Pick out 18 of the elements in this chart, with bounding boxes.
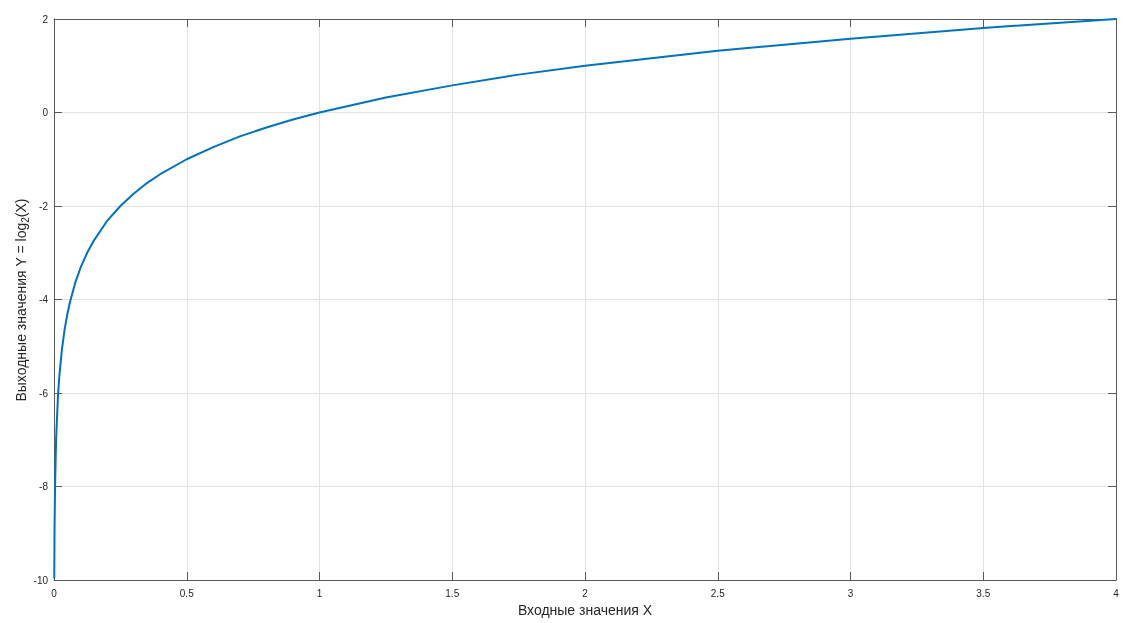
x-axis-title: Входные значения X bbox=[517, 601, 653, 618]
x-tick-label: 0 bbox=[51, 587, 58, 599]
y-tick-label: -2 bbox=[39, 200, 49, 212]
x-tick-label: 2.5 bbox=[710, 587, 726, 599]
y-tick-label: -6 bbox=[39, 387, 49, 399]
y-tick-label: 0 bbox=[42, 107, 49, 118]
x-tick-label: 2 bbox=[582, 587, 589, 599]
line-series bbox=[53, 18, 1117, 579]
x-tick-label: 3 bbox=[847, 587, 854, 599]
y-tick-label: 2 bbox=[42, 13, 49, 25]
x-tick-label: 3.5 bbox=[976, 587, 991, 599]
x-tick-label: 4 bbox=[1113, 587, 1120, 599]
y-tick-label: -8 bbox=[39, 481, 49, 492]
x-tick-label: 1 bbox=[316, 587, 323, 599]
x-tick-label: 1.5 bbox=[445, 587, 460, 599]
y-tick-label: -4 bbox=[39, 294, 49, 305]
x-tick-label: 0.5 bbox=[179, 587, 195, 599]
y-tick-label: -10 bbox=[33, 574, 49, 586]
